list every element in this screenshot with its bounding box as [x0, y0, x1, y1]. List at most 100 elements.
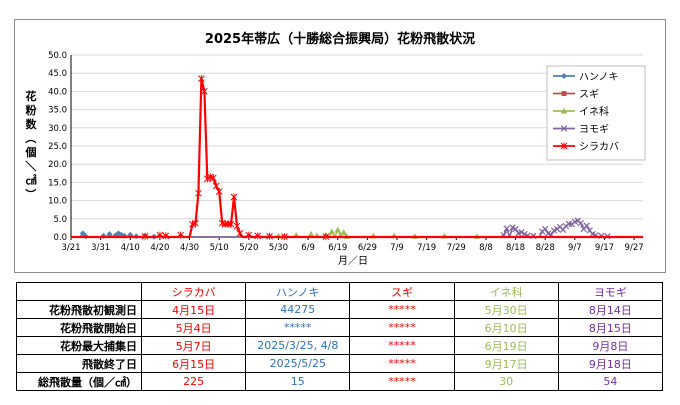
table-row-label: 飛散終了日 [16, 354, 142, 373]
x-tick-label: 4/30 [180, 243, 199, 253]
legend-label: ハンノキ [579, 72, 619, 83]
y-tick-label: 25.0 [48, 142, 67, 152]
data-point [512, 225, 519, 233]
table-cell: 8月14日 [557, 300, 664, 319]
table-cell: ***** [349, 300, 455, 319]
legend-marker [561, 91, 567, 96]
data-point [254, 232, 262, 240]
chart-container: 2025年帯広（十勝総合振興局）花粉飛散状況 0.0 5.0 10.0 15.0 20.… [14, 19, 666, 273]
x-tick-label: 8/28 [536, 243, 555, 253]
y-axis-label-char: ／ [24, 161, 37, 172]
data-point [192, 219, 199, 227]
table-row: 花粉飛散開始日 5月4日 ***** ***** 6月10日 8月15日 [16, 318, 664, 337]
y-axis-label-char: 数 [26, 117, 38, 131]
y-tick-label: 50.0 [48, 51, 67, 61]
data-point [198, 75, 205, 83]
data-point [230, 193, 238, 201]
series-4 [71, 75, 643, 241]
y-axis-label-char: ㎠ [26, 173, 37, 187]
pollen-stats-table: シラカバ ハンノキ スギ イネ科 ヨモギ 花粉飛散初観測日 4月15日 44275 *… [16, 282, 664, 391]
legend-marker [561, 73, 567, 79]
x-tick-label: 7/29 [447, 243, 466, 253]
table-cell: ***** [349, 318, 455, 337]
table-cell: ***** [245, 318, 351, 337]
x-tick-label: 4/10 [121, 243, 140, 253]
x-tick-label: 9/27 [625, 243, 644, 253]
x-tick-label: 8/18 [506, 243, 525, 253]
table-column-header: ヨモギ [557, 282, 664, 301]
y-tick-label: 35.0 [48, 106, 67, 116]
data-point [106, 231, 113, 238]
data-point [340, 229, 347, 235]
data-point [236, 229, 244, 237]
table-header-row: シラカバ ハンノキ スギ イネ科 ヨモギ [16, 282, 664, 301]
chart-title: 2025年帯広（十勝総合振興局）花粉飛散状況 [205, 31, 475, 47]
y-tick-label: 45.0 [48, 69, 67, 79]
data-point [162, 232, 170, 240]
x-tick-label: 9/7 [568, 243, 582, 253]
table-row: 総飛散量（個／㎠） 225 15 ***** 30 54 [16, 372, 664, 391]
data-point [156, 231, 164, 239]
data-point [245, 231, 253, 239]
table-row: 花粉飛散初観測日 4月15日 44275 ***** 5月30日 8月14日 [16, 300, 664, 319]
table-cell: 9月17日 [453, 354, 559, 373]
legend-marker [560, 107, 568, 114]
y-axis-label-char: ） [24, 189, 37, 200]
x-tick-label: 5/20 [239, 243, 258, 253]
legend-marker [560, 125, 568, 132]
legend-item: イネ科 [553, 105, 609, 118]
legend-item: ヨモギ [553, 124, 609, 136]
x-axis-label: 月／日 [338, 255, 368, 267]
legend-item: スギ [553, 89, 599, 101]
data-point [583, 222, 590, 229]
data-point [541, 225, 549, 233]
table-cell: 6月19日 [453, 336, 559, 355]
table-cell: 6月10日 [453, 318, 559, 337]
data-point [503, 225, 510, 232]
table-row: 飛散終了日 6月15日 2025/5/25 ***** 9月17日 9月18日 [16, 354, 664, 373]
x-tick-label: 6/29 [358, 243, 377, 253]
y-tick-label: 5.0 [53, 215, 67, 225]
data-point [177, 231, 185, 239]
series-lines [71, 75, 643, 241]
table-column-header: スギ [349, 282, 455, 301]
data-point [203, 175, 211, 183]
x-tick-label: 8/8 [479, 243, 493, 253]
table-cell: 5月4日 [140, 318, 247, 337]
table-row: 花粉最大捕集日 5月7日 2025/3/25, 4/8 ***** 6月19日 9月8日 [16, 336, 664, 355]
table-corner-cell [16, 282, 142, 301]
y-tick-label: 40.0 [48, 87, 67, 97]
legend-label: シラカバ [579, 141, 619, 153]
table-cell: 6月15日 [140, 354, 247, 373]
y-tick-label: 0.0 [53, 233, 67, 243]
y-tick-label: 10.0 [48, 197, 67, 207]
legend-label: スギ [579, 89, 599, 101]
data-point [518, 229, 525, 236]
data-point [266, 232, 273, 240]
table-row-label: 花粉飛散開始日 [16, 318, 142, 337]
table-cell: 225 [140, 372, 247, 391]
x-tick-label: 6/9 [301, 243, 315, 253]
data-point [195, 189, 202, 197]
x-tick-label: 5/30 [269, 243, 288, 253]
table-cell: 2025/5/25 [245, 354, 351, 373]
table-cell: 5月30日 [453, 300, 559, 319]
data-point [209, 174, 217, 182]
table-cell: ***** [349, 372, 455, 391]
table-cell: 4月15日 [140, 300, 247, 319]
y-tick-label: 15.0 [48, 178, 67, 188]
data-point [281, 233, 288, 241]
data-point [215, 188, 223, 195]
x-tick-label: 7/19 [417, 243, 436, 253]
data-point [201, 87, 208, 95]
y-axis-label-char: 個 [25, 145, 37, 159]
table-column-header: ハンノキ [245, 282, 351, 301]
y-axis-label-char: （ [24, 133, 37, 144]
x-tick-label: 9/17 [595, 243, 614, 253]
legend-label: イネ科 [579, 105, 609, 118]
line-chart: 2025年帯広（十勝総合振興局）花粉飛散状況 0.0 5.0 10.0 15.0 20.… [24, 31, 646, 267]
data-point [233, 222, 241, 230]
data-point [141, 232, 149, 240]
y-tick-label: 30.0 [48, 124, 67, 134]
